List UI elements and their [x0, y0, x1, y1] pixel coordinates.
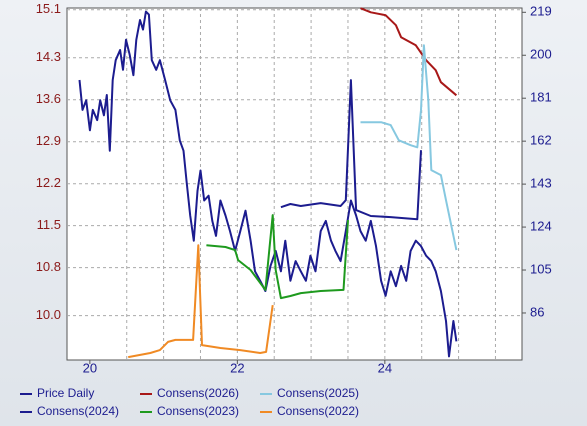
y-tick-label: 15.1 [36, 1, 61, 16]
x-tick-label: 22 [230, 360, 244, 375]
legend-label: Consens(2026) [157, 386, 239, 400]
x-tick-label: 24 [378, 360, 392, 375]
series-line [360, 7, 458, 97]
y-tick-label: 11.5 [37, 217, 61, 232]
y2-tick-label: 105 [530, 261, 552, 276]
y-tick-label: 10.8 [36, 259, 61, 274]
y2-tick-label: 200 [530, 47, 552, 62]
legend-label: Price Daily [37, 386, 94, 400]
y2-tick-label: 124 [530, 219, 552, 234]
y-tick-label: 14.3 [36, 49, 61, 64]
series-line [280, 79, 422, 221]
legend-label: Consens(2022) [277, 404, 359, 418]
y-tick-label: 12.2 [36, 175, 61, 190]
y2-tick-label: 181 [530, 90, 552, 105]
y-tick-label: 12.9 [36, 133, 61, 148]
series-line [206, 214, 349, 300]
legend-label: Consens(2024) [37, 404, 119, 418]
y2-tick-label: 86 [530, 304, 544, 319]
x-tick-label: 20 [83, 360, 97, 375]
series-line [78, 10, 458, 358]
legend-label: Consens(2025) [277, 386, 359, 400]
y2-tick-label: 143 [530, 176, 552, 191]
y2-tick-label: 162 [530, 133, 552, 148]
y-tick-label: 10.0 [36, 307, 61, 322]
y-tick-label: 13.6 [36, 91, 61, 106]
series-line [360, 44, 458, 251]
y2-tick-label: 219 [530, 4, 552, 19]
legend-label: Consens(2023) [157, 404, 239, 418]
series-line [128, 244, 274, 359]
